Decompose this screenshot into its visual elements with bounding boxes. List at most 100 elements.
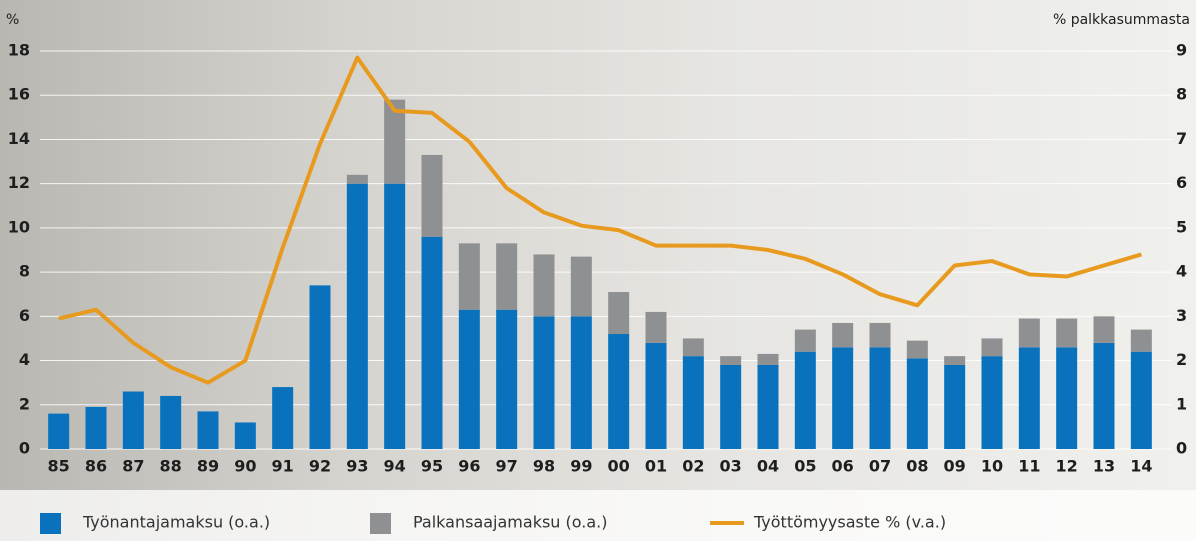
y-tick-label: 4 <box>19 350 30 369</box>
x-tick-label: 91 <box>272 457 294 476</box>
y-tick-label: 12 <box>8 173 30 192</box>
bar-segment <box>982 356 1003 449</box>
bar-segment <box>496 243 517 309</box>
x-tick-label: 14 <box>1130 457 1152 476</box>
bar-segment <box>571 316 592 449</box>
bar-segment <box>422 155 443 237</box>
legend-label: Työttömyysaste % (v.a.) <box>753 513 946 532</box>
bar-segment <box>422 237 443 449</box>
bar-segment <box>496 310 517 449</box>
bar-segment <box>758 365 779 449</box>
bar-segment <box>795 330 816 352</box>
y2-tick-label: 4 <box>1176 262 1187 281</box>
bar-segment <box>235 422 256 449</box>
y2-tick-label: 9 <box>1176 41 1187 60</box>
y2-tick-label: 0 <box>1176 439 1187 458</box>
bar-segment <box>310 285 331 449</box>
bar-segment <box>646 343 667 449</box>
bar-segment <box>459 243 480 309</box>
y-tick-label: 16 <box>8 85 30 104</box>
bar-segment <box>1094 343 1115 449</box>
y-tick-label: 6 <box>19 306 30 325</box>
legend-swatch <box>40 513 61 534</box>
y2-tick-label: 1 <box>1176 394 1187 413</box>
y-tick-label: 0 <box>19 439 30 458</box>
x-tick-label: 03 <box>720 457 742 476</box>
legend-label: Työnantajamaksu (o.a.) <box>82 513 270 532</box>
bar-segment <box>198 411 219 449</box>
bar-segment <box>1019 319 1040 348</box>
x-tick-label: 12 <box>1056 457 1078 476</box>
bar-segment <box>832 323 853 347</box>
bar-segment <box>1019 347 1040 449</box>
x-tick-label: 97 <box>496 457 518 476</box>
y-tick-label: 8 <box>19 262 30 281</box>
bar-segment <box>907 358 928 449</box>
legend-swatch <box>370 513 391 534</box>
x-tick-label: 87 <box>122 457 144 476</box>
x-tick-label: 98 <box>533 457 555 476</box>
y-tick-label: 2 <box>19 394 30 413</box>
y2-tick-label: 5 <box>1176 217 1187 236</box>
bar-segment <box>870 323 891 347</box>
bar-segment <box>646 312 667 343</box>
bar-segment <box>720 365 741 449</box>
x-tick-label: 08 <box>906 457 928 476</box>
x-tick-label: 95 <box>421 457 443 476</box>
y2-tick-label: 8 <box>1176 85 1187 104</box>
y-tick-label: 18 <box>8 41 30 60</box>
page: {"chart_data": { "type": "bar", "stacked… <box>0 0 1196 541</box>
bar-segment <box>1056 319 1077 348</box>
bar-segment <box>1056 347 1077 449</box>
y2-tick-label: 6 <box>1176 173 1187 192</box>
x-tick-label: 05 <box>794 457 816 476</box>
bar-segment <box>608 334 629 449</box>
legend-label: Palkansaajamaksu (o.a.) <box>413 513 608 532</box>
bar-segment <box>48 414 69 449</box>
x-tick-label: 92 <box>309 457 331 476</box>
bar-segment <box>571 257 592 317</box>
x-tick-label: 85 <box>48 457 70 476</box>
bar-segment <box>758 354 779 365</box>
y-axis-title: % <box>6 12 19 28</box>
y-tick-label: 14 <box>8 129 30 148</box>
x-tick-label: 99 <box>570 457 592 476</box>
bar-segment <box>608 292 629 334</box>
y2-tick-label: 3 <box>1176 306 1187 325</box>
x-tick-label: 11 <box>1018 457 1040 476</box>
chart: % % palkkasummasta 024681012141618012345… <box>0 0 1196 541</box>
x-tick-label: 86 <box>85 457 107 476</box>
bar-segment <box>1131 330 1152 352</box>
bar-segment <box>272 387 293 449</box>
bar-segment <box>982 338 1003 356</box>
bar-segment <box>907 341 928 359</box>
bar-segment <box>384 184 405 449</box>
y2-axis-title: % palkkasummasta <box>1053 12 1190 28</box>
bar-segment <box>459 310 480 449</box>
x-tick-label: 02 <box>682 457 704 476</box>
y2-tick-label: 7 <box>1176 129 1187 148</box>
bar-segment <box>832 347 853 449</box>
bar-segment <box>534 316 555 449</box>
x-tick-label: 96 <box>458 457 480 476</box>
bar-segment <box>944 365 965 449</box>
x-tick-label: 89 <box>197 457 219 476</box>
x-tick-label: 09 <box>944 457 966 476</box>
bar-segment <box>1131 352 1152 449</box>
x-tick-label: 07 <box>869 457 891 476</box>
x-tick-label: 88 <box>160 457 182 476</box>
bar-segment <box>534 254 555 316</box>
x-tick-label: 13 <box>1093 457 1115 476</box>
bar-segment <box>795 352 816 449</box>
bar-segment <box>683 338 704 356</box>
x-tick-label: 90 <box>234 457 256 476</box>
bar-segment <box>160 396 181 449</box>
y-tick-label: 10 <box>8 217 30 236</box>
x-tick-label: 00 <box>608 457 630 476</box>
bar-segment <box>347 175 368 184</box>
y2-tick-label: 2 <box>1176 350 1187 369</box>
bar-segment <box>123 392 144 449</box>
x-tick-label: 10 <box>981 457 1003 476</box>
bar-segment <box>870 347 891 449</box>
x-tick-label: 01 <box>645 457 667 476</box>
